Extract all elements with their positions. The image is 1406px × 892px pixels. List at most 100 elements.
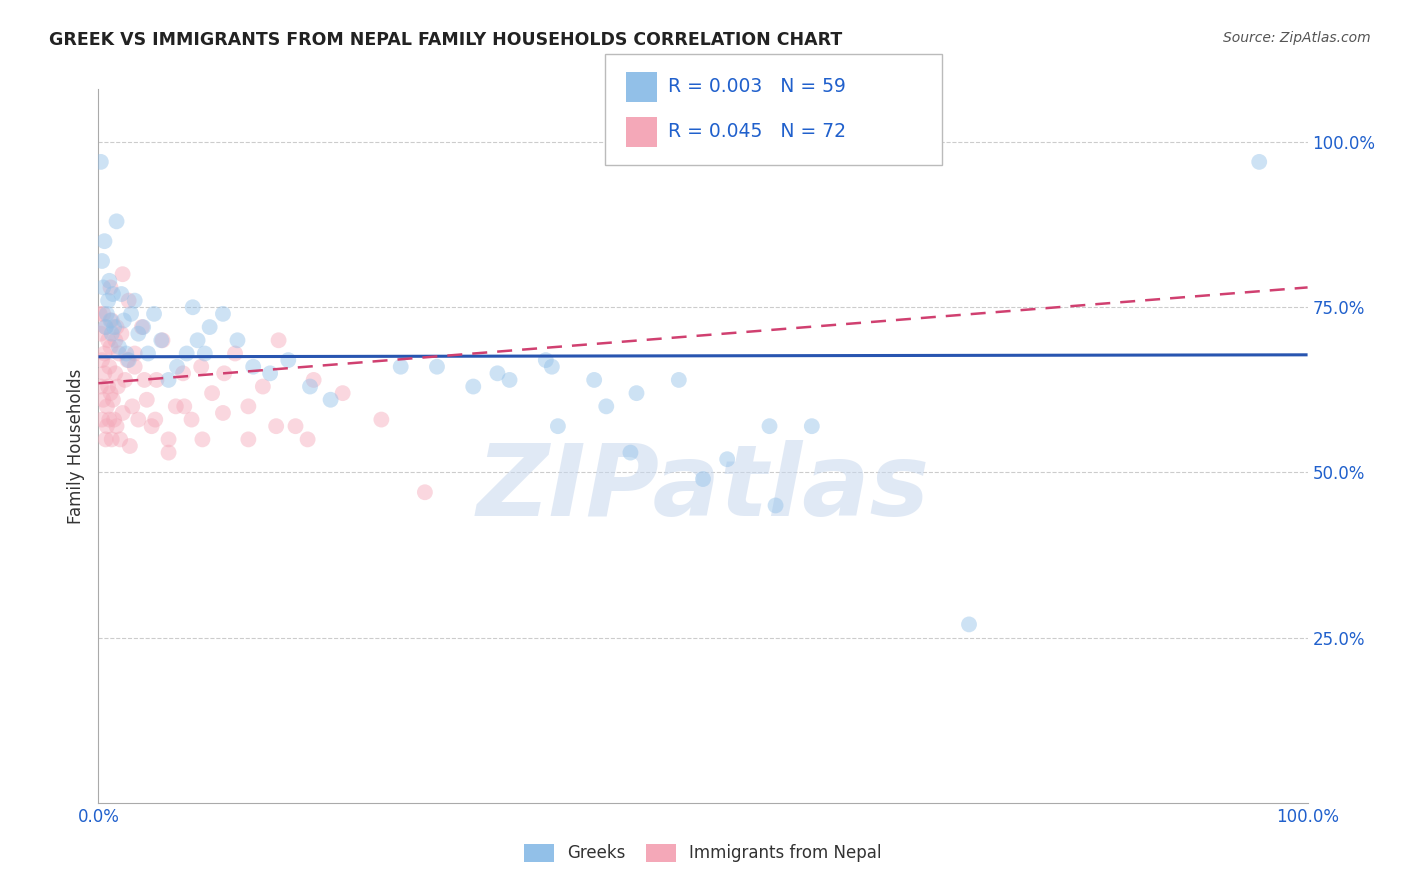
Point [150,333,173,347]
Point [96,400,118,414]
Point [124,293,146,308]
Point [115,346,138,360]
Point [90,154,112,169]
Point [118,353,141,368]
Point [98,359,121,374]
Point [136,346,159,360]
Point [124,359,146,374]
Point [252,379,274,393]
Point [96,307,118,321]
Point [91,392,114,407]
Point [626,386,648,401]
Point [619,445,641,459]
Point [166,359,188,374]
Point [100,386,122,401]
Point [187,333,209,347]
Point [143,412,166,426]
Point [238,433,260,447]
Point [259,367,281,381]
Point [110,287,132,301]
Point [152,333,174,347]
Point [157,445,180,459]
Point [135,392,157,407]
Point [141,419,163,434]
Point [299,379,322,393]
Point [96,419,118,434]
Point [426,359,449,374]
Text: R = 0.003   N = 59: R = 0.003 N = 59 [668,78,846,96]
Point [94,320,117,334]
Point [93,367,115,381]
Point [463,379,485,393]
Point [93,234,115,248]
Point [91,353,114,368]
Point [547,419,569,434]
Point [212,367,235,381]
Point [108,346,131,360]
Point [319,392,342,407]
Legend: Greeks, Immigrants from Nepal: Greeks, Immigrants from Nepal [524,844,882,863]
Point [1249,154,1271,169]
Point [94,433,117,447]
Point [264,419,287,434]
Point [108,433,131,447]
Point [413,485,436,500]
Point [284,419,307,434]
Point [716,452,738,467]
Point [143,307,166,321]
Point [100,313,122,327]
Point [114,373,136,387]
Point [90,326,112,341]
Point [165,400,187,414]
Point [191,433,214,447]
Point [127,412,149,426]
Point [145,373,167,387]
Point [157,373,180,387]
Point [173,400,195,414]
Point [180,412,202,426]
Point [118,439,141,453]
Y-axis label: Family Households: Family Households [66,368,84,524]
Point [90,379,112,393]
Point [370,412,392,426]
Point [105,320,128,334]
Point [226,333,249,347]
Point [120,307,142,321]
Point [91,254,114,268]
Point [111,406,134,420]
Point [97,293,120,308]
Point [103,412,125,426]
Point [97,333,120,347]
Point [97,379,120,393]
Point [595,400,617,414]
Point [297,433,319,447]
Point [98,412,121,426]
Point [91,307,114,321]
Point [190,359,212,374]
Point [194,346,217,360]
Point [91,412,114,426]
Point [498,373,520,387]
Text: ZIPatlas: ZIPatlas [477,441,929,537]
Text: Source: ZipAtlas.com: Source: ZipAtlas.com [1223,31,1371,45]
Point [201,386,224,401]
Point [132,320,155,334]
Point [238,400,260,414]
Point [93,346,115,360]
Point [800,419,823,434]
Point [121,400,143,414]
Point [101,392,124,407]
Point [765,499,787,513]
Point [212,307,235,321]
Point [583,373,606,387]
Text: GREEK VS IMMIGRANTS FROM NEPAL FAMILY HOUSEHOLDS CORRELATION CHART: GREEK VS IMMIGRANTS FROM NEPAL FAMILY HO… [49,31,842,49]
Point [104,333,127,347]
Point [103,320,125,334]
Point [91,280,114,294]
Point [124,346,146,360]
Point [486,367,509,381]
Point [105,214,128,228]
Point [100,313,122,327]
Point [176,346,198,360]
Point [118,293,141,308]
